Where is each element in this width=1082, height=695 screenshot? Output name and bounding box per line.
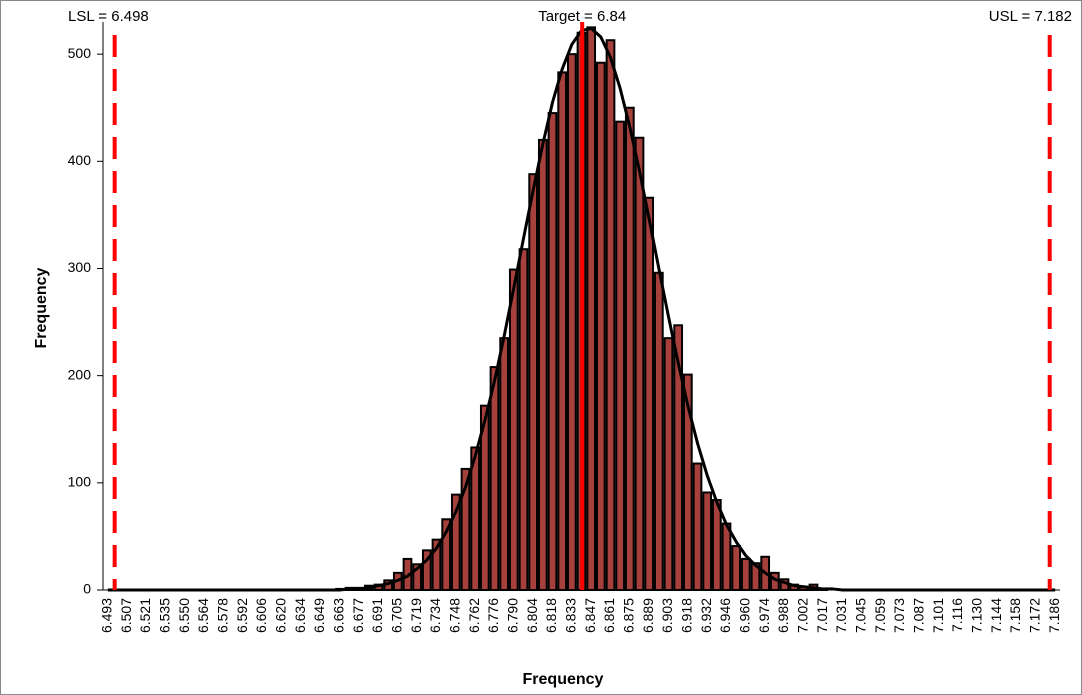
x-tick-label: 7.017 [814, 598, 830, 633]
bar [537, 138, 548, 592]
x-tick-label: 6.946 [717, 598, 733, 633]
y-axis-title: Frequency [33, 267, 50, 348]
bar [721, 522, 732, 591]
x-tick-label: 7.172 [1027, 598, 1043, 633]
x-tick-label: 6.861 [601, 598, 617, 633]
x-tick-label: 6.974 [756, 598, 772, 633]
x-tick-label: 6.606 [253, 598, 269, 633]
x-tick-label: 6.960 [737, 598, 753, 633]
x-tick-label: 6.818 [543, 598, 559, 633]
x-tick-label: 6.521 [137, 598, 153, 633]
x-tick-label: 6.903 [659, 598, 675, 633]
y-tick-label: 0 [83, 581, 91, 597]
x-tick-label: 7.002 [795, 598, 811, 633]
bar [489, 366, 500, 591]
bar [692, 462, 703, 591]
x-tick-label: 7.144 [988, 598, 1004, 633]
x-tick-label: 6.592 [234, 598, 250, 633]
bar [731, 545, 742, 591]
x-tick-label: 7.087 [911, 598, 927, 633]
x-tick-label: 6.620 [273, 598, 289, 633]
x-tick-label: 6.507 [118, 598, 134, 633]
x-tick-label: 6.790 [505, 598, 521, 633]
x-tick-label: 6.705 [389, 598, 405, 633]
x-tick-label: 6.691 [369, 598, 385, 633]
bar [663, 337, 674, 591]
x-tick-label: 6.833 [563, 598, 579, 633]
x-tick-label: 6.988 [775, 598, 791, 633]
bar [595, 61, 606, 591]
x-tick-label: 6.875 [621, 598, 637, 633]
bar [508, 268, 519, 591]
x-tick-label: 6.550 [176, 598, 192, 633]
x-tick-label: 6.535 [157, 598, 173, 633]
y-tick-label: 500 [68, 45, 92, 61]
y-tick-label: 400 [68, 152, 92, 168]
bar [547, 112, 558, 592]
bar [702, 491, 713, 591]
bar [557, 71, 568, 591]
x-tick-label: 7.045 [853, 598, 869, 633]
x-tick-label: 6.719 [408, 598, 424, 633]
x-tick-label: 6.762 [466, 598, 482, 633]
x-tick-label: 7.101 [930, 598, 946, 633]
bar [644, 196, 655, 591]
bar [528, 173, 539, 592]
bar [634, 136, 645, 591]
spec-label: USL = 7.182 [989, 8, 1072, 25]
y-tick-label: 300 [68, 259, 92, 275]
x-tick-label: 7.186 [1046, 598, 1062, 633]
x-tick-label: 6.889 [640, 598, 656, 633]
x-tick-label: 6.578 [215, 598, 231, 633]
y-tick-label: 200 [68, 366, 92, 382]
bar [566, 53, 577, 592]
bar [653, 271, 664, 591]
x-axis-title: Frequency [523, 671, 604, 688]
x-tick-label: 6.734 [427, 598, 443, 633]
x-tick-label: 6.634 [292, 598, 308, 633]
x-tick-label: 7.073 [891, 598, 907, 633]
x-tick-label: 7.116 [949, 598, 965, 632]
bar [605, 39, 616, 591]
y-tick-label: 100 [68, 474, 92, 490]
x-tick-label: 6.776 [485, 598, 501, 633]
x-tick-label: 6.663 [331, 598, 347, 633]
bar [740, 557, 751, 592]
spec-label: LSL = 6.498 [68, 8, 149, 25]
bar [518, 248, 529, 591]
x-tick-label: 7.130 [969, 598, 985, 633]
x-tick-label: 6.649 [311, 598, 327, 633]
x-tick-label: 6.918 [679, 598, 695, 633]
x-tick-label: 6.564 [195, 598, 211, 633]
x-tick-label: 6.847 [582, 598, 598, 633]
x-tick-label: 7.059 [872, 598, 888, 633]
x-tick-label: 7.031 [833, 598, 849, 633]
spec-label: Target = 6.84 [538, 8, 626, 25]
bar [586, 26, 597, 591]
x-tick-label: 6.748 [447, 598, 463, 633]
x-tick-label: 6.932 [698, 598, 714, 633]
x-tick-label: 6.804 [524, 598, 540, 633]
bar [499, 337, 510, 591]
x-tick-label: 6.677 [350, 598, 366, 633]
bar [615, 120, 626, 591]
x-tick-label: 7.158 [1007, 598, 1023, 633]
bar [624, 106, 635, 592]
bar [711, 498, 722, 591]
x-tick-label: 6.493 [99, 598, 115, 633]
